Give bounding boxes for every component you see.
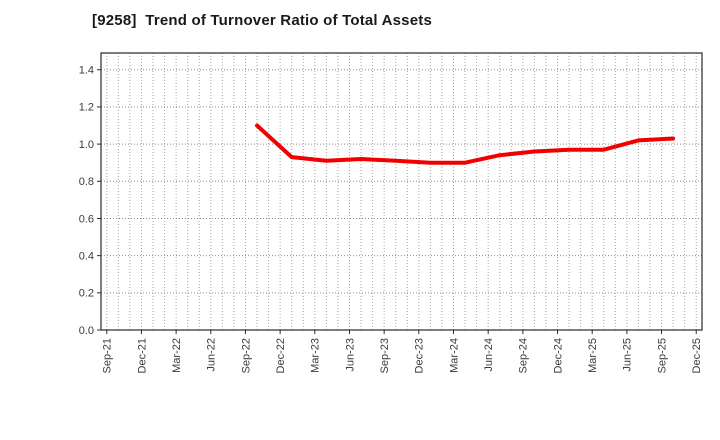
x-tick-label: Dec-24 [552,338,564,373]
x-tick-label: Dec-23 [414,338,426,373]
x-tick-label: Dec-21 [136,338,148,373]
y-tick-label: 1.2 [79,102,94,114]
x-tick-label: Mar-23 [310,338,322,373]
x-tick-label: Sep-21 [102,338,114,373]
y-tick-label: 0.4 [79,250,94,262]
x-tick-label: Dec-22 [275,338,287,373]
y-tick-label: 0.6 [79,213,94,225]
x-tick-label: Sep-23 [379,338,391,373]
x-tick-label: Jun-24 [483,338,495,372]
y-tick-label: 0.2 [79,288,94,300]
x-tick-label: Jun-25 [622,338,634,372]
x-tick-label: Dec-25 [691,338,703,373]
x-tick-label: Jun-22 [206,338,218,372]
series-line [255,123,676,165]
x-tick-label: Jun-23 [344,338,356,372]
y-tick-label: 1.0 [79,139,94,151]
x-tick-label: Sep-25 [656,338,668,373]
x-tick-label: Mar-24 [448,338,460,373]
y-tick-label: 0.0 [79,325,94,337]
y-tick-label: 0.8 [79,176,94,188]
chart-title: [9258] Trend of Turnover Ratio of Total … [92,12,433,29]
y-tick-label: 1.4 [79,65,94,77]
x-tick-label: Sep-22 [240,338,252,373]
x-tick-label: Sep-24 [518,338,530,373]
plot-border [100,52,703,331]
x-tick-label: Mar-25 [587,338,599,373]
x-tick-label: Mar-22 [171,338,183,373]
